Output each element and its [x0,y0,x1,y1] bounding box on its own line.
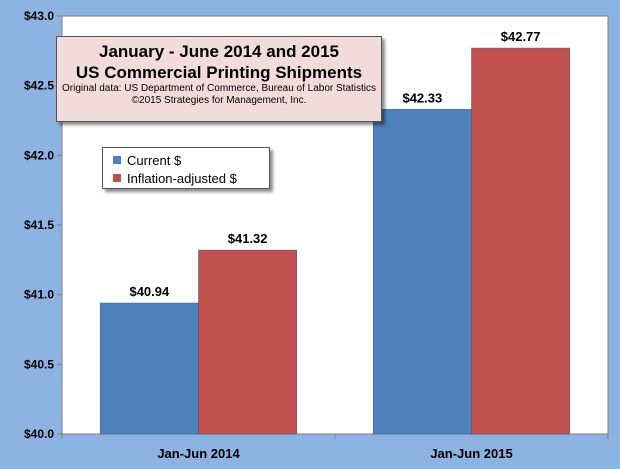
legend-swatch-inflation-adjusted [113,174,121,182]
legend-swatch-current [113,156,121,164]
title-box: January - June 2014 and 2015 US Commerci… [56,36,382,122]
x-category-label: Jan-Jun 2014 [157,446,240,461]
y-tick-label: $42.5 [24,79,54,93]
legend-item-current: Current $ [113,151,269,169]
bar-inflation-adjusted [198,249,298,435]
bar-inflation-adjusted [471,47,571,435]
y-tick-label: $41.0 [24,288,54,302]
y-tick-label: $43.0 [24,9,54,23]
legend-item-inflation-adjusted: Inflation-adjusted $ [113,169,269,187]
y-tick-label: $42.0 [24,148,54,162]
data-label: $41.32 [228,231,268,246]
copyright-note: ©2015 Strategies for Management, Inc. [131,95,307,106]
data-label: $42.77 [501,29,541,44]
legend: Current $ Inflation-adjusted $ [102,147,270,189]
data-label: $42.33 [402,90,442,105]
chart-subtitle: US Commercial Printing Shipments [75,63,363,82]
legend-label-inflation-adjusted: Inflation-adjusted $ [127,170,237,186]
legend-label-current: Current $ [127,152,182,168]
bar-current [372,109,472,435]
data-label: $40.94 [129,284,170,299]
x-category-label: Jan-Jun 2015 [430,446,512,461]
bar-current [99,302,199,435]
source-note: Original data: US Department of Commerce… [61,83,377,94]
chart-title: January - June 2014 and 2015 [98,42,340,61]
y-tick-label: $40.0 [24,427,54,441]
y-tick-label: $40.5 [24,357,54,371]
y-tick-label: $41.5 [24,218,54,232]
